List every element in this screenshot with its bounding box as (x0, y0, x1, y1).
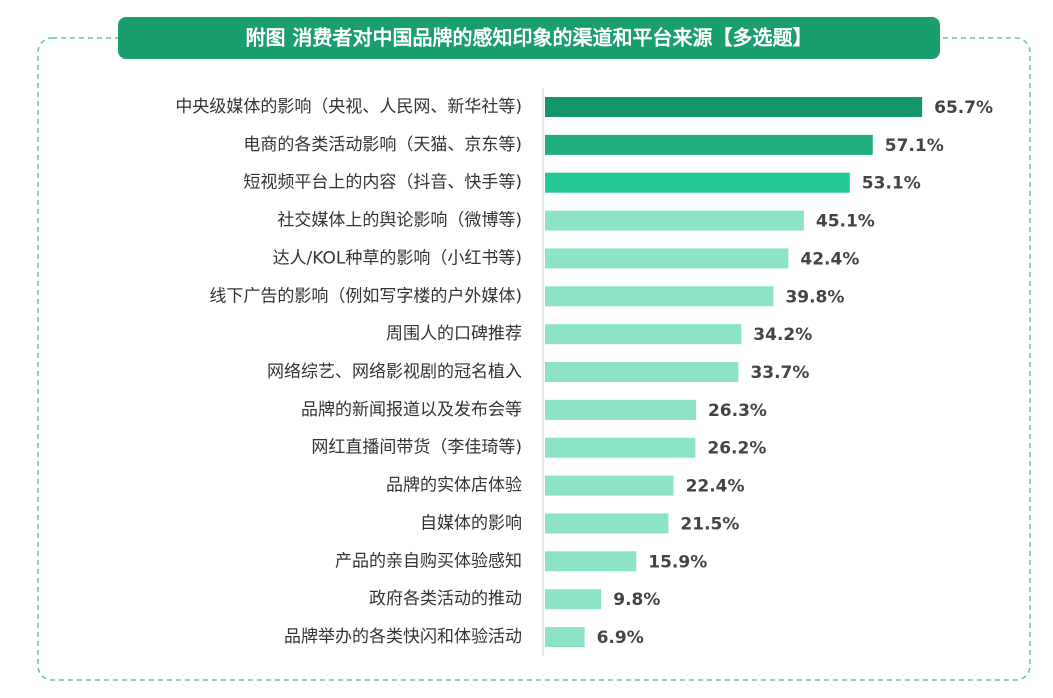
bar (545, 475, 674, 496)
value-label: 42.4% (800, 249, 859, 269)
bar (545, 437, 696, 458)
value-label: 9.8% (613, 590, 660, 610)
category-label: 网络综艺、网络影视剧的冠名植入 (267, 362, 522, 382)
bar (545, 172, 850, 193)
value-label: 33.7% (750, 363, 809, 383)
value-label: 53.1% (862, 174, 921, 194)
bar (545, 513, 669, 534)
value-label: 6.9% (597, 628, 644, 648)
value-label: 39.8% (785, 287, 844, 307)
bar (545, 362, 739, 383)
value-label: 65.7% (934, 98, 993, 118)
category-label: 自媒体的影响 (420, 513, 522, 533)
bar (545, 210, 804, 231)
category-label: 政府各类活动的推动 (369, 589, 522, 609)
chart-title: 附图 消费者对中国品牌的感知印象的渠道和平台来源【多选题】 (246, 26, 813, 50)
category-label: 品牌举办的各类快闪和体验活动 (284, 627, 522, 647)
value-label: 26.2% (707, 439, 766, 459)
bar (545, 627, 585, 648)
category-label: 周围人的口碑推荐 (386, 324, 522, 344)
value-label: 26.3% (708, 401, 767, 421)
value-label: 15.9% (648, 552, 707, 572)
bar (545, 134, 873, 155)
bar (545, 286, 774, 307)
bar (545, 248, 789, 269)
bar (545, 551, 637, 572)
category-label: 达人/KOL种草的影响（小红书等) (273, 248, 522, 268)
value-label: 22.4% (686, 477, 745, 497)
category-label: 社交媒体上的舆论影响（微博等) (277, 211, 522, 231)
value-label: 21.5% (680, 514, 739, 534)
bar (545, 399, 696, 420)
category-label: 线下广告的影响（例如写字楼的户外媒体) (209, 286, 522, 306)
bar (545, 324, 742, 345)
value-label: 34.2% (753, 325, 812, 345)
category-label: 短视频平台上的内容（抖音、快手等) (243, 173, 522, 193)
value-label: 45.1% (816, 212, 875, 232)
value-label: 57.1% (885, 136, 944, 156)
bar (545, 589, 602, 610)
category-label: 品牌的实体店体验 (386, 476, 522, 496)
frame (37, 37, 1031, 681)
bar (545, 97, 923, 117)
category-label: 电商的各类活动影响（天猫、京东等) (243, 135, 522, 155)
category-label: 产品的亲自购买体验感知 (335, 551, 522, 571)
category-label: 品牌的新闻报道以及发布会等 (301, 400, 522, 420)
category-label: 中央级媒体的影响（央视、人民网、新华社等) (175, 97, 522, 117)
title-banner (118, 17, 940, 59)
category-label: 网红直播间带货（李佳琦等) (311, 438, 522, 458)
